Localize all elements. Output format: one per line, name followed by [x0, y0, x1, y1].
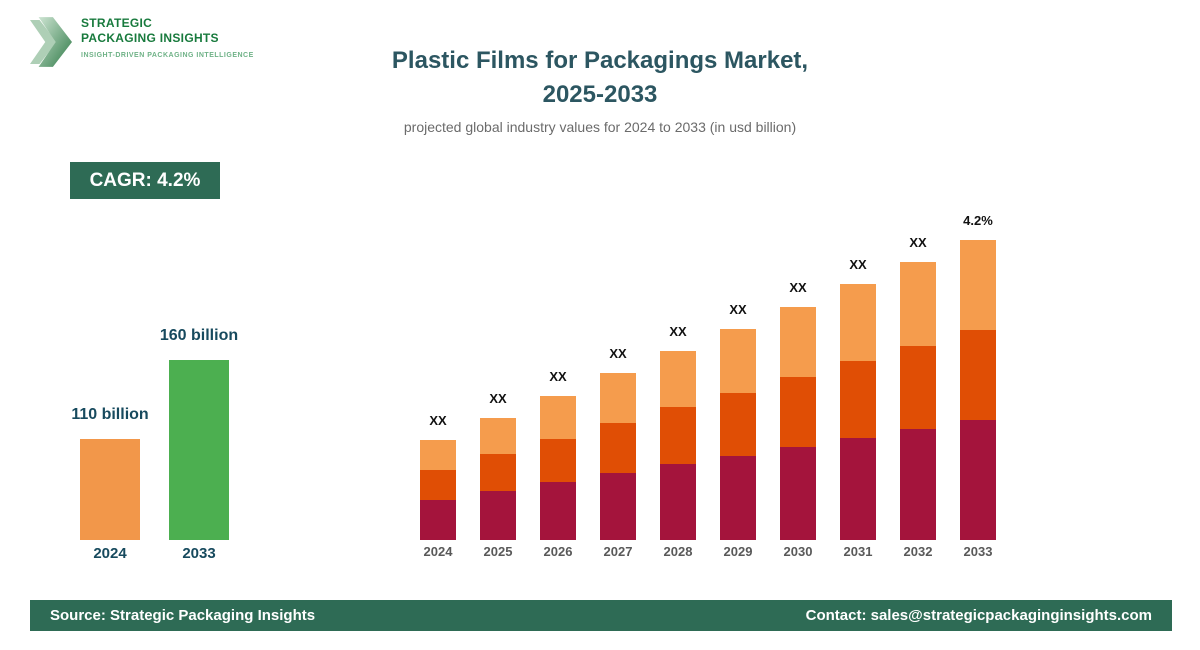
stacked-bar: [900, 262, 936, 540]
stacked-bar-value-label: XX: [549, 369, 567, 384]
stacked-bar-2033: 4.2% 2033: [960, 212, 996, 560]
page-title-line1: Plastic Films for Packagings Market,: [391, 47, 809, 74]
logo-text-line2: PACKAGING INSIGHTS: [81, 31, 219, 45]
summary-value-label: 160 billion: [159, 327, 239, 344]
stacked-segment-middle: [840, 361, 876, 438]
stacked-year-label: 2026: [543, 544, 573, 559]
stacked-bar-2032: XX 2032: [900, 212, 936, 560]
stacked-bar: [600, 373, 636, 540]
stacked-bar: [540, 396, 576, 540]
cagr-badge: CAGR: 4.2%: [70, 162, 220, 199]
stacked-segment-top: [660, 351, 696, 407]
stacked-segment-top: [420, 440, 456, 470]
stacked-bar: [480, 418, 516, 540]
stacked-bar-value-label: XX: [789, 280, 807, 295]
stacked-bar: [660, 351, 696, 540]
stacked-bar: [960, 240, 996, 540]
stacked-bar-2028: XX 2028: [660, 212, 696, 560]
projection-stacked-bar-chart: XX 2024 XX 2025 XX 2026 XX 2027 XX 2028 XX 2029 XX 20…: [420, 212, 996, 560]
stacked-segment-middle: [600, 423, 636, 473]
stacked-bar-2030: XX 2030: [780, 212, 816, 560]
stacked-bar-2027: XX 2027: [600, 212, 636, 560]
stacked-bar-2029: XX 2029: [720, 212, 756, 560]
stacked-segment-bottom: [720, 456, 756, 540]
stacked-year-label: 2030: [783, 544, 813, 559]
summary-bar-chart: 110 billion 2024 160 billion 2033: [60, 320, 280, 562]
stacked-bar-value-label: XX: [609, 346, 627, 361]
stacked-segment-middle: [780, 377, 816, 447]
stacked-year-label: 2028: [663, 544, 693, 559]
stacked-segment-bottom: [960, 420, 996, 540]
stacked-segment-top: [480, 418, 516, 454]
stacked-bar-value-label: 4.2%: [963, 213, 993, 228]
stacked-segment-bottom: [420, 500, 456, 540]
stacked-year-label: 2024: [423, 544, 453, 559]
stacked-bar-value-label: XX: [849, 257, 867, 272]
logo-tagline: INSIGHT-DRIVEN PACKAGING INTELLIGENCE: [81, 52, 254, 59]
summary-bar-2033: 160 billion 2033: [160, 320, 238, 562]
summary-bar: [80, 439, 140, 540]
stacked-segment-middle: [900, 346, 936, 429]
stacked-bar-2024: XX 2024: [420, 212, 456, 560]
stacked-bar: [420, 440, 456, 540]
stacked-bar: [720, 329, 756, 540]
stacked-segment-middle: [660, 407, 696, 464]
stacked-segment-top: [540, 396, 576, 439]
stacked-segment-middle: [960, 330, 996, 420]
chart-header: Plastic Films for Packagings Market, 202…: [230, 44, 970, 135]
summary-value-label: 110 billion: [71, 406, 149, 423]
summary-year-label: 2024: [93, 545, 127, 562]
summary-bar: [169, 360, 229, 540]
stacked-segment-bottom: [900, 429, 936, 540]
stacked-year-label: 2033: [963, 544, 993, 559]
logo-text-line1: STRATEGIC: [81, 16, 153, 30]
stacked-segment-top: [780, 307, 816, 377]
stacked-segment-top: [720, 329, 756, 393]
stacked-bar-value-label: XX: [429, 413, 447, 428]
stacked-bar-value-label: XX: [669, 324, 687, 339]
page-subtitle: projected global industry values for 202…: [403, 119, 797, 135]
stacked-bar: [780, 307, 816, 540]
stacked-segment-top: [960, 240, 996, 330]
summary-bar-2024: 110 billion 2024: [71, 320, 148, 562]
footer-contact-text: Contact: sales@strategicpackaginginsight…: [805, 607, 1152, 624]
chevron-logo-icon: [30, 17, 72, 67]
stacked-segment-bottom: [540, 482, 576, 540]
stacked-bar-value-label: XX: [909, 235, 927, 250]
stacked-year-label: 2032: [903, 544, 933, 559]
stacked-segment-bottom: [480, 491, 516, 540]
stacked-bar-2031: XX 2031: [840, 212, 876, 560]
page-title-line2: 2025-2033: [542, 81, 658, 108]
stacked-segment-middle: [480, 454, 516, 491]
stacked-segment-top: [900, 262, 936, 346]
stacked-segment-bottom: [660, 464, 696, 540]
stacked-bar: [840, 284, 876, 540]
stacked-bar-2025: XX 2025: [480, 212, 516, 560]
stacked-year-label: 2031: [843, 544, 873, 559]
stacked-segment-top: [600, 373, 636, 423]
stacked-bar-value-label: XX: [489, 391, 507, 406]
stacked-year-label: 2025: [483, 544, 513, 559]
stacked-segment-top: [840, 284, 876, 361]
stacked-segment-bottom: [840, 438, 876, 540]
stacked-segment-bottom: [600, 473, 636, 540]
footer-bar: Source: Strategic Packaging Insights Con…: [30, 600, 1172, 631]
stacked-segment-middle: [540, 439, 576, 482]
stacked-bar-2026: XX 2026: [540, 212, 576, 560]
footer-source-text: Source: Strategic Packaging Insights: [50, 607, 316, 624]
brand-logo: STRATEGIC PACKAGING INSIGHTS INSIGHT-DRI…: [30, 16, 254, 68]
stacked-year-label: 2029: [723, 544, 753, 559]
stacked-segment-bottom: [780, 447, 816, 540]
stacked-segment-middle: [720, 393, 756, 456]
stacked-year-label: 2027: [603, 544, 633, 559]
summary-year-label: 2033: [182, 545, 216, 562]
stacked-bar-value-label: XX: [729, 302, 747, 317]
stacked-segment-middle: [420, 470, 456, 500]
